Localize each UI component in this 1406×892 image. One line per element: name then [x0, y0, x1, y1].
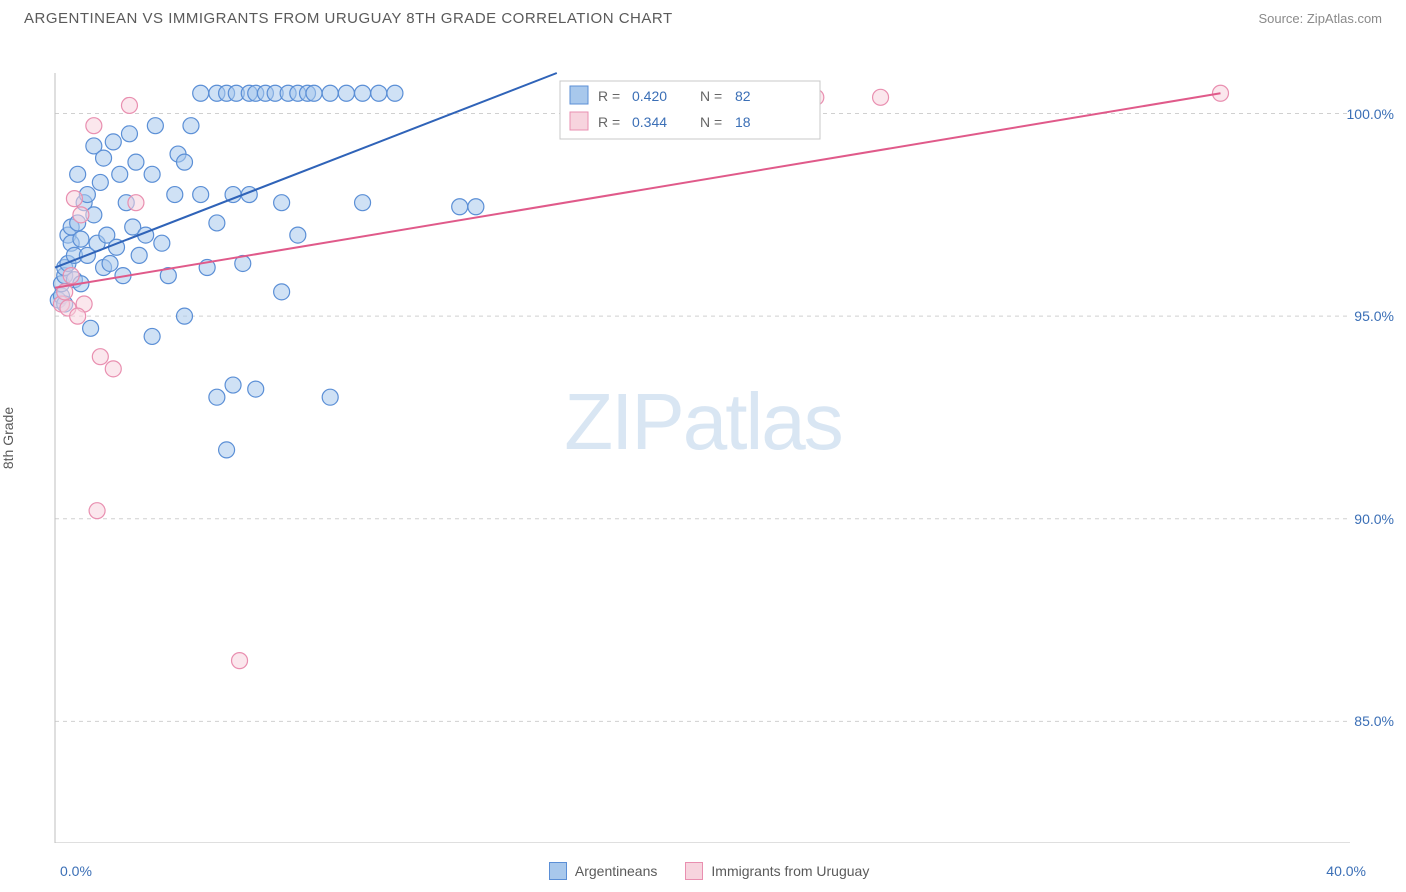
svg-text:18: 18: [735, 114, 751, 130]
y-tick: 95.0%: [1354, 308, 1394, 324]
legend-label-pink: Immigrants from Uruguay: [711, 863, 869, 879]
legend-label-blue: Argentineans: [575, 863, 658, 879]
y-tick: 90.0%: [1354, 511, 1394, 527]
chart-area: 8th Grade ZIPatlas R =0.420N =82R =0.344…: [0, 33, 1406, 843]
svg-text:N =: N =: [700, 88, 722, 104]
svg-text:82: 82: [735, 88, 751, 104]
y-axis-label: 8th Grade: [0, 407, 16, 469]
legend-swatch-blue: [549, 862, 567, 880]
chart-title: ARGENTINEAN VS IMMIGRANTS FROM URUGUAY 8…: [24, 10, 673, 27]
x-tick-left: 0.0%: [60, 863, 92, 879]
svg-text:0.344: 0.344: [632, 114, 667, 130]
y-tick: 100.0%: [1347, 106, 1394, 122]
x-tick-right: 40.0%: [1326, 863, 1366, 879]
y-tick: 85.0%: [1354, 713, 1394, 729]
svg-text:N =: N =: [700, 114, 722, 130]
chart-svg: R = 0.420 N = 82 R = 0.344 N = 18: [0, 33, 1406, 843]
source-label: Source: ZipAtlas.com: [1258, 11, 1382, 26]
legend-item-blue: Argentineans: [549, 862, 658, 880]
header: ARGENTINEAN VS IMMIGRANTS FROM URUGUAY 8…: [0, 0, 1406, 33]
footer: 0.0% Argentineans Immigrants from Urugua…: [0, 862, 1406, 880]
svg-text:R =: R =: [598, 88, 620, 104]
svg-text:0.420: 0.420: [632, 88, 667, 104]
legend-swatch-pink: [685, 862, 703, 880]
svg-text:R =: R =: [598, 114, 620, 130]
x-legend: Argentineans Immigrants from Uruguay: [92, 862, 1326, 880]
legend-item-pink: Immigrants from Uruguay: [685, 862, 869, 880]
